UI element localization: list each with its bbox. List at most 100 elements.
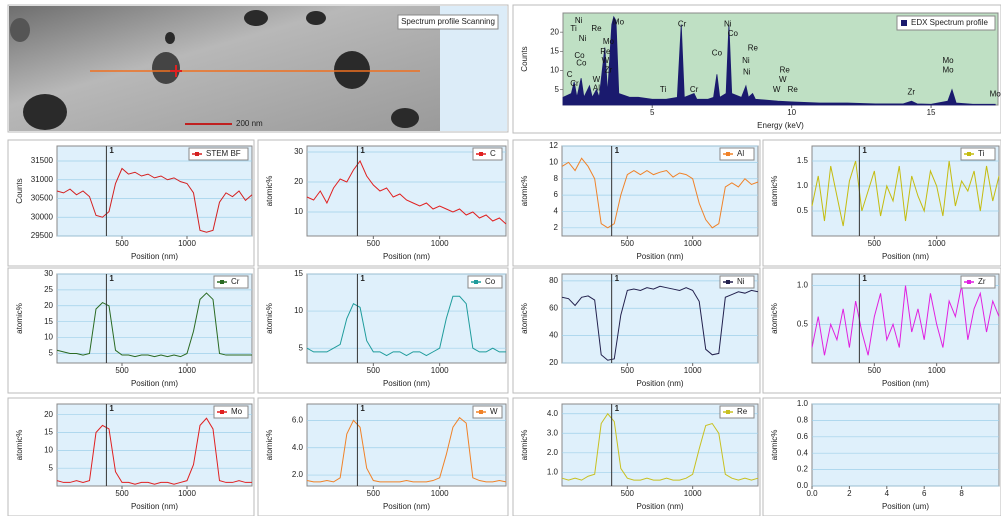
x-tick-label: 1000 bbox=[178, 489, 196, 498]
y-axis-label: atomic% bbox=[520, 176, 529, 207]
y-tick-label: 40 bbox=[549, 331, 558, 340]
y-tick-label: 5 bbox=[299, 343, 304, 352]
chart-panel: 204060805001000Position (nm)atomic%Ni1 bbox=[513, 268, 760, 393]
chart-panel: 510155001000Position (nm)atomic%Co1 bbox=[258, 268, 508, 393]
marker-label: 1 bbox=[862, 274, 867, 283]
y-tick-label: 5 bbox=[49, 349, 54, 358]
marker-label: 1 bbox=[360, 146, 365, 155]
peak-label: Co bbox=[728, 29, 739, 38]
x-tick-label: 1000 bbox=[431, 489, 449, 498]
y-axis-label: Counts bbox=[520, 46, 529, 71]
chart-panel: 29500300003050031000315005001000Position… bbox=[8, 140, 254, 266]
y-tick-label: 15 bbox=[550, 46, 559, 55]
legend-swatch bbox=[479, 152, 483, 156]
x-tick-label: 500 bbox=[621, 239, 635, 248]
peak-label: Zr bbox=[605, 66, 613, 75]
peak-label: W bbox=[602, 56, 610, 65]
x-tick-label: 500 bbox=[115, 366, 129, 375]
y-tick-label: 0.5 bbox=[797, 206, 809, 215]
y-tick-label: 5 bbox=[555, 85, 560, 94]
x-tick-label: 500 bbox=[367, 239, 381, 248]
y-tick-label: 10 bbox=[294, 207, 303, 216]
chart-panel: 0.00.20.40.60.81.00.02468Position (um)at… bbox=[763, 398, 1001, 516]
y-tick-label: 0.6 bbox=[797, 432, 809, 441]
x-axis-label: Energy (keV) bbox=[757, 121, 804, 130]
peak-label: Cr bbox=[690, 85, 699, 94]
y-tick-label: 5 bbox=[49, 463, 54, 472]
legend-swatch bbox=[726, 410, 730, 414]
y-tick-label: 10 bbox=[549, 157, 558, 166]
y-axis-label: atomic% bbox=[265, 430, 274, 461]
y-tick-label: 31500 bbox=[31, 156, 54, 165]
x-tick-label: 4 bbox=[885, 489, 890, 498]
y-tick-label: 4.0 bbox=[547, 409, 559, 418]
peak-label: W bbox=[779, 75, 787, 84]
y-axis-label: atomic% bbox=[265, 303, 274, 334]
peak-label: Ni bbox=[743, 68, 751, 77]
y-tick-label: 1.0 bbox=[797, 399, 809, 408]
x-tick-label: 1000 bbox=[684, 239, 702, 248]
legend-swatch bbox=[195, 152, 199, 156]
legend-swatch bbox=[967, 152, 971, 156]
peak-label: Ni bbox=[724, 20, 732, 29]
peak-label: Mo bbox=[603, 37, 615, 46]
marker-label: 1 bbox=[615, 274, 620, 283]
x-axis-label: Position (nm) bbox=[882, 379, 929, 388]
y-tick-label: 15 bbox=[44, 428, 53, 437]
peak-label: Re bbox=[591, 24, 602, 33]
legend-label: Zr bbox=[978, 277, 986, 286]
peak-label: Mo bbox=[613, 18, 625, 27]
y-tick-label: 20 bbox=[550, 27, 559, 36]
legend-swatch bbox=[726, 152, 730, 156]
y-tick-label: 1.0 bbox=[797, 281, 809, 290]
peak-label: Re bbox=[788, 85, 799, 94]
y-tick-label: 8 bbox=[554, 174, 559, 183]
x-tick-label: 0.0 bbox=[806, 489, 818, 498]
peak-label: Ni bbox=[742, 56, 750, 65]
y-tick-label: 29500 bbox=[31, 231, 54, 240]
peak-label: Co bbox=[576, 59, 587, 68]
x-axis-label: Position (nm) bbox=[131, 502, 178, 511]
x-axis-label: Position (nm) bbox=[131, 379, 178, 388]
y-tick-label: 30500 bbox=[31, 194, 54, 203]
x-tick-label: 1000 bbox=[431, 366, 449, 375]
x-tick-label: 15 bbox=[927, 108, 936, 117]
y-axis-label: atomic% bbox=[770, 303, 779, 334]
legend-swatch bbox=[220, 410, 224, 414]
x-tick-label: 500 bbox=[367, 366, 381, 375]
legend-swatch bbox=[479, 410, 483, 414]
x-tick-label: 2 bbox=[847, 489, 852, 498]
legend-label: W bbox=[490, 407, 498, 416]
y-axis-label: atomic% bbox=[770, 430, 779, 461]
y-tick-label: 10 bbox=[294, 306, 303, 315]
peak-label: C bbox=[567, 70, 573, 79]
x-axis-label: Position (nm) bbox=[636, 379, 683, 388]
peak-label: Cr bbox=[570, 79, 579, 88]
y-axis-label: atomic% bbox=[520, 430, 529, 461]
y-tick-label: 15 bbox=[44, 317, 53, 326]
legend-label: EDX Spectrum profile bbox=[911, 18, 988, 27]
peak-label: Re bbox=[748, 43, 759, 52]
x-tick-label: 1000 bbox=[431, 239, 449, 248]
peak-label: Mo bbox=[943, 56, 955, 65]
y-tick-label: 4 bbox=[554, 207, 559, 216]
x-tick-label: 500 bbox=[367, 489, 381, 498]
y-tick-label: 80 bbox=[549, 276, 558, 285]
y-tick-label: 20 bbox=[44, 410, 53, 419]
peak-label: Mo bbox=[990, 89, 1001, 98]
y-tick-label: 2.0 bbox=[292, 470, 304, 479]
plot-area bbox=[812, 404, 999, 486]
y-tick-label: 0.5 bbox=[797, 319, 809, 328]
legend-label: C bbox=[490, 149, 496, 158]
y-tick-label: 6.0 bbox=[292, 416, 304, 425]
marker-label: 1 bbox=[109, 146, 114, 155]
legend-label: STEM BF bbox=[206, 149, 241, 158]
peak-label: Re bbox=[780, 66, 791, 75]
chart-panel: 0.51.05001000Position (nm)atomic%Zr1 bbox=[763, 268, 1001, 393]
y-tick-label: 30 bbox=[294, 147, 303, 156]
analysis-screen: Spectrum profile Scanning 200 nm 5101520… bbox=[0, 0, 1001, 516]
marker-label: 1 bbox=[360, 274, 365, 283]
legend-label: Cr bbox=[231, 277, 240, 286]
y-tick-label: 10 bbox=[44, 333, 53, 342]
y-axis-label: atomic% bbox=[15, 303, 24, 334]
